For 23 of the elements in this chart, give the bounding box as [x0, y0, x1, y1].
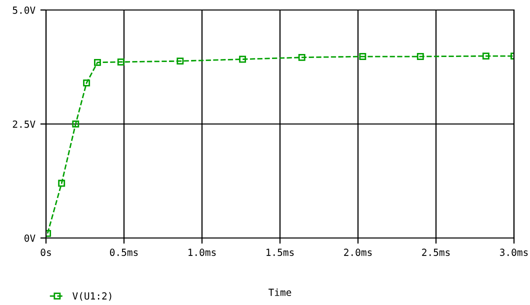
point — [298, 54, 306, 61]
point — [176, 58, 184, 65]
x-tick-label: 2.0ms — [344, 248, 372, 256]
point — [117, 58, 124, 66]
point — [83, 79, 90, 86]
point — [416, 53, 424, 60]
x-tick-label: 1.0ms — [188, 248, 216, 256]
x-tick-label: 1.5ms — [266, 248, 294, 256]
point — [58, 180, 66, 187]
point — [94, 58, 101, 66]
legend-label: V(U1:2) — [72, 292, 112, 301]
x-tick-label: 0.5ms — [110, 248, 138, 256]
point — [482, 52, 490, 60]
point — [359, 53, 366, 60]
point — [72, 120, 80, 128]
x-axis-title: Time — [268, 288, 292, 296]
x-tick-label: 3.0ms — [500, 248, 528, 256]
x-tick-label: 0s — [40, 248, 51, 256]
point — [239, 56, 246, 63]
y-tick-label: 2.5V — [12, 120, 36, 128]
x-tick-label: 2.5ms — [422, 248, 450, 256]
y-tick-label: 5.0V — [12, 6, 36, 14]
y-tick-label: 0V — [24, 234, 36, 242]
